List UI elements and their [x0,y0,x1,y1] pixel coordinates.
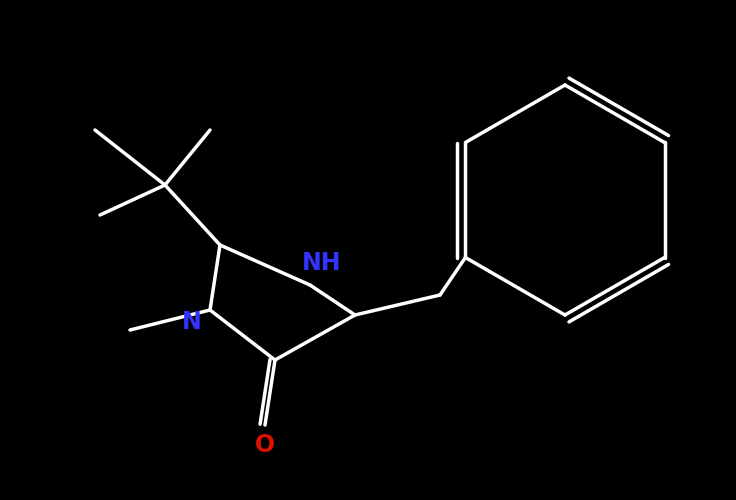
Text: O: O [255,433,275,457]
Text: N: N [182,310,202,334]
Text: NH: NH [302,251,342,275]
